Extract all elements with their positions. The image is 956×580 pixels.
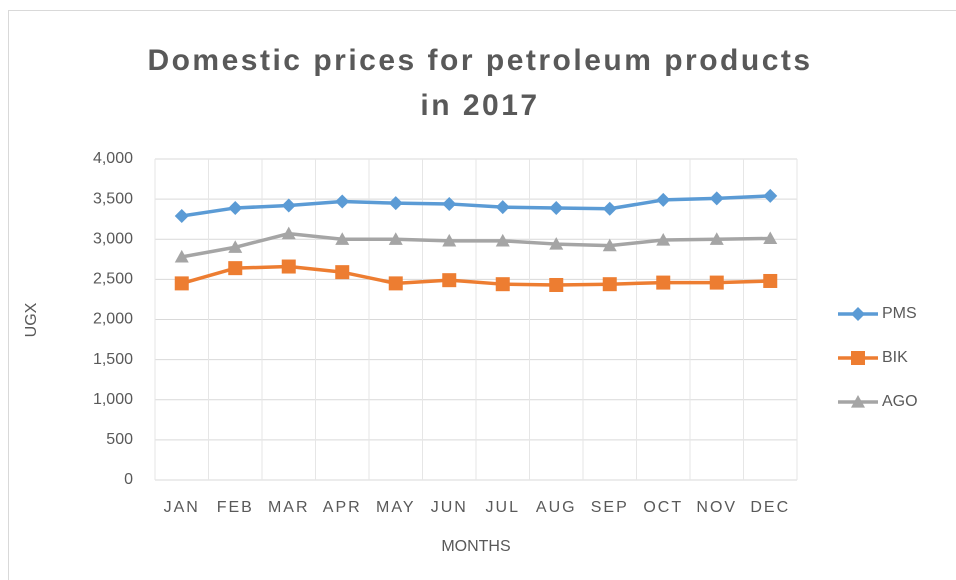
chart-title: Domestic prices for petroleum products i… bbox=[147, 44, 813, 122]
series-line bbox=[181, 194, 771, 218]
y-tick-label: 0 bbox=[124, 471, 133, 488]
data-point bbox=[549, 237, 564, 250]
legend-marker bbox=[851, 307, 865, 321]
data-point bbox=[335, 232, 350, 245]
data-point bbox=[335, 265, 350, 280]
data-point bbox=[656, 192, 671, 207]
x-tick-label: APR bbox=[323, 499, 362, 516]
data-point bbox=[388, 276, 403, 291]
data-point bbox=[495, 200, 510, 215]
data-point bbox=[709, 191, 724, 206]
x-tick-label: JAN bbox=[164, 499, 200, 516]
legend-marker bbox=[851, 351, 865, 365]
data-point bbox=[602, 238, 617, 252]
y-tick-label: 1,000 bbox=[93, 391, 133, 408]
x-tick-label: JUL bbox=[486, 499, 520, 516]
series-line bbox=[181, 231, 771, 259]
x-tick-label: DEC bbox=[750, 499, 790, 516]
data-point bbox=[709, 275, 724, 290]
y-tick-label: 1,500 bbox=[93, 351, 133, 368]
y-tick-label: 3,000 bbox=[93, 230, 133, 247]
series-line bbox=[181, 264, 771, 287]
y-axis-label: UGX bbox=[23, 302, 40, 337]
data-point bbox=[549, 277, 564, 292]
data-point bbox=[388, 196, 403, 211]
data-point bbox=[174, 276, 189, 291]
data-point bbox=[174, 249, 189, 263]
data-point bbox=[281, 198, 296, 213]
data-point bbox=[656, 233, 671, 246]
data-point bbox=[228, 240, 243, 253]
data-point bbox=[763, 231, 778, 245]
data-point bbox=[495, 277, 510, 292]
y-tick-label: 2,000 bbox=[93, 311, 133, 328]
y-tick-label: 4,000 bbox=[93, 150, 133, 167]
y-tick-label: 500 bbox=[106, 431, 133, 448]
data-point bbox=[228, 261, 243, 276]
legend-label: AGO bbox=[882, 393, 918, 410]
data-point bbox=[763, 273, 778, 288]
legend-label: PMS bbox=[882, 305, 917, 322]
x-tick-label: OCT bbox=[643, 499, 683, 516]
legend-marker bbox=[851, 395, 865, 408]
legend-label: BIK bbox=[882, 349, 908, 366]
data-point bbox=[602, 201, 617, 216]
data-point bbox=[442, 233, 457, 247]
x-tick-label: MAR bbox=[268, 499, 310, 516]
data-point bbox=[335, 194, 350, 209]
x-axis-label: MONTHS bbox=[441, 538, 510, 555]
data-point bbox=[281, 259, 296, 274]
data-point bbox=[602, 277, 617, 292]
chart-border bbox=[8, 10, 956, 580]
x-tick-label: SEP bbox=[591, 499, 629, 516]
x-tick-label: JUN bbox=[431, 499, 468, 516]
y-tick-label: 2,500 bbox=[93, 271, 133, 288]
y-tick-label: 3,500 bbox=[93, 190, 133, 207]
data-point bbox=[442, 273, 457, 288]
data-point bbox=[228, 200, 243, 215]
x-tick-label: FEB bbox=[217, 499, 254, 516]
data-point bbox=[442, 196, 457, 211]
x-tick-label: MAY bbox=[376, 499, 415, 516]
data-point bbox=[388, 232, 403, 245]
data-point bbox=[549, 200, 564, 215]
x-tick-label: NOV bbox=[696, 499, 737, 516]
x-tick-label: AUG bbox=[536, 499, 577, 516]
data-point bbox=[495, 233, 510, 247]
data-point bbox=[281, 226, 296, 240]
data-point bbox=[709, 232, 724, 245]
data-point bbox=[763, 188, 778, 203]
data-point bbox=[174, 208, 189, 223]
data-point bbox=[656, 275, 671, 290]
